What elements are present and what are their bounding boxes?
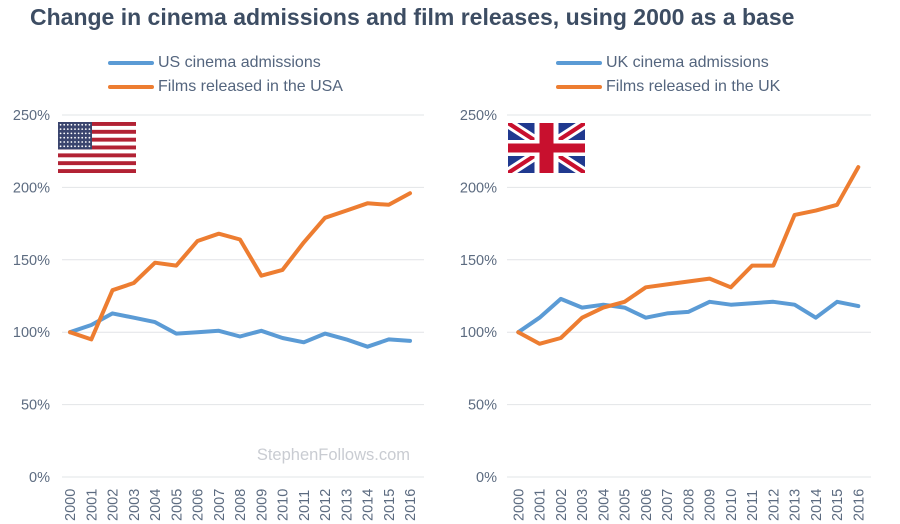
- x-axis-tick-label: 2003: [127, 489, 143, 521]
- x-axis-tick-label: 2012: [318, 489, 334, 521]
- y-axis-tick-label: 100%: [460, 325, 497, 341]
- legend-item-us-releases: Films released in the USA: [108, 75, 343, 99]
- x-axis-tick-label: 2006: [191, 489, 207, 521]
- x-axis-tick-label: 2010: [724, 489, 740, 521]
- x-axis-tick-label: 2004: [596, 489, 612, 521]
- us-legend: US cinema admissions Films released in t…: [108, 51, 343, 99]
- us-chart-panel: 0% 50% 100% 150% 200% 250% 2000 2001 2002 2003 200…: [0, 100, 450, 524]
- releases-line-swatch: [108, 85, 154, 89]
- x-axis-tick-label: 2005: [618, 489, 634, 521]
- x-axis-tick-label: 2007: [660, 489, 676, 521]
- x-axis-tick-label: 2013: [788, 489, 804, 521]
- releases-line-swatch: [556, 85, 602, 89]
- x-axis-tick-label: 2001: [84, 489, 100, 521]
- x-axis-tick-label: 2009: [254, 489, 270, 521]
- us-flag-icon: [58, 122, 136, 173]
- legend-label: UK cinema admissions: [606, 54, 769, 71]
- legend-item-uk-admissions: UK cinema admissions: [556, 51, 780, 75]
- legend-label: Films released in the USA: [158, 78, 343, 95]
- legend-item-us-admissions: US cinema admissions: [108, 51, 343, 75]
- series-line-admissions: [516, 296, 861, 335]
- y-axis-tick-label: 50%: [468, 398, 497, 414]
- series-line-releases: [516, 165, 861, 346]
- y-axis-tick-label: 200%: [460, 180, 497, 196]
- x-axis-tick-label: 2002: [554, 489, 570, 521]
- y-axis-tick-label: 250%: [13, 108, 50, 124]
- watermark: StephenFollows.com: [256, 446, 410, 464]
- x-axis-tick-label: 2015: [382, 489, 398, 521]
- series-line-admissions: [68, 311, 412, 349]
- x-axis-tick-label: 2016: [851, 489, 867, 521]
- x-axis-tick-label: 2000: [63, 489, 79, 521]
- legend-item-uk-releases: Films released in the UK: [556, 75, 780, 99]
- us-flag-stripes: [58, 122, 136, 173]
- admissions-line-swatch: [108, 61, 154, 65]
- y-axis-tick-label: 200%: [13, 180, 50, 196]
- uk-flag-icon: [508, 123, 585, 173]
- uk-flag-red-cross-h: [508, 143, 585, 153]
- us-flag-stars: [59, 123, 91, 148]
- series-line-releases: [68, 191, 412, 342]
- y-axis-tick-label: 0%: [29, 470, 50, 486]
- x-axis-tick-label: 2011: [297, 490, 313, 521]
- x-axis-tick-label: 2003: [575, 489, 591, 521]
- y-axis-tick-label: 150%: [460, 253, 497, 269]
- y-axis-tick-label: 100%: [13, 325, 50, 341]
- x-axis-tick-label: 2008: [233, 489, 249, 521]
- x-axis-tick-label: 2002: [106, 489, 122, 521]
- x-axis-tick-label: 2014: [361, 489, 377, 521]
- page-title: Change in cinema admissions and film rel…: [30, 4, 795, 30]
- uk-legend: UK cinema admissions Films released in t…: [556, 51, 780, 99]
- x-axis-tick-label: 2005: [169, 489, 185, 521]
- legend-label: US cinema admissions: [158, 54, 321, 71]
- x-axis-tick-label: 2009: [703, 489, 719, 521]
- x-axis-tick-label: 2012: [766, 489, 782, 521]
- x-axis-tick-label: 2007: [212, 489, 228, 521]
- uk-line-chart: 0% 50% 100% 150% 200% 250% 2000 2001 2002 2003 200…: [460, 108, 871, 521]
- admissions-line-swatch: [556, 61, 602, 65]
- y-axis-tick-label: 250%: [460, 108, 497, 124]
- x-axis-tick-label: 2008: [681, 489, 697, 521]
- x-axis-tick-label: 2010: [276, 489, 292, 521]
- us-line-chart: 0% 50% 100% 150% 200% 250% 2000 2001 2002 2003 200…: [13, 108, 424, 521]
- x-axis-tick-label: 2016: [403, 489, 419, 521]
- legend-label: Films released in the UK: [606, 78, 781, 95]
- y-axis-tick-label: 150%: [13, 253, 50, 269]
- uk-chart-panel: 0% 50% 100% 150% 200% 250% 2000 2001 2002 2003 200…: [450, 100, 900, 524]
- x-axis-tick-label: 2011: [745, 490, 761, 521]
- x-axis-tick-label: 2004: [148, 489, 164, 521]
- x-axis-tick-label: 2006: [639, 489, 655, 521]
- x-axis-tick-label: 2000: [511, 489, 527, 521]
- x-axis-tick-label: 2013: [339, 489, 355, 521]
- x-axis-tick-label: 2001: [533, 489, 549, 521]
- y-axis-tick-label: 0%: [476, 470, 497, 486]
- x-axis-tick-label: 2015: [830, 489, 846, 521]
- x-axis-tick-label: 2014: [809, 489, 825, 521]
- y-axis-tick-label: 50%: [21, 398, 50, 414]
- us-flag-canton: [58, 122, 92, 150]
